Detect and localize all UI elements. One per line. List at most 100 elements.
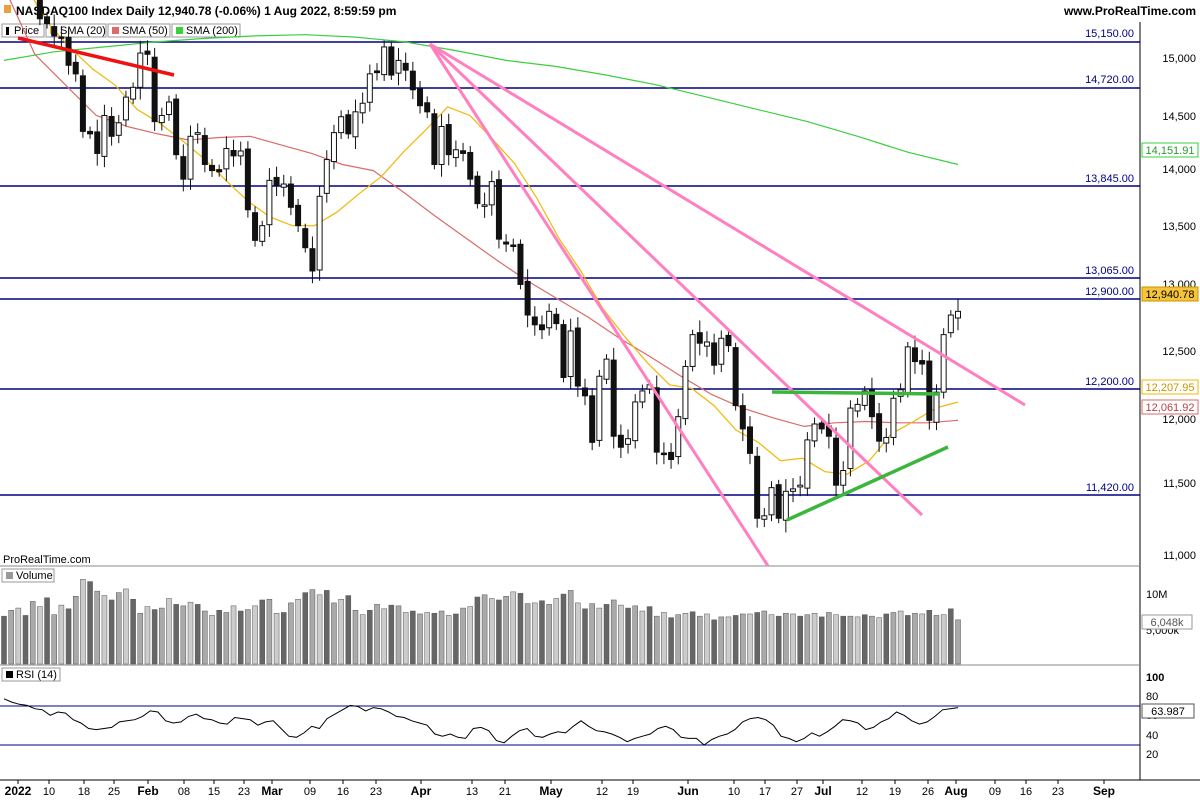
candle-body[interactable]: [36, 0, 43, 20]
candle-body[interactable]: [366, 73, 373, 103]
candle-body[interactable]: [108, 115, 115, 137]
candle-body[interactable]: [890, 397, 897, 438]
candle-body[interactable]: [732, 347, 739, 407]
candle-body[interactable]: [431, 113, 438, 165]
candle-body[interactable]: [718, 337, 725, 365]
candle-body[interactable]: [696, 332, 703, 344]
candle-body[interactable]: [216, 169, 223, 173]
candle-body[interactable]: [94, 131, 101, 154]
candle-body[interactable]: [768, 487, 775, 516]
candle-body[interactable]: [79, 75, 86, 132]
candle-body[interactable]: [323, 159, 330, 194]
candle-body[interactable]: [639, 390, 646, 403]
candle-body[interactable]: [359, 102, 366, 114]
candle-body[interactable]: [395, 59, 402, 74]
candle-body[interactable]: [488, 181, 495, 206]
candle-body[interactable]: [818, 422, 825, 430]
candle-body[interactable]: [158, 114, 165, 124]
candle-body[interactable]: [617, 434, 624, 448]
candle-body[interactable]: [503, 241, 510, 245]
candle-body[interactable]: [689, 334, 696, 367]
candle-body[interactable]: [445, 124, 452, 156]
candle-body[interactable]: [538, 324, 545, 331]
candle-body[interactable]: [517, 243, 524, 285]
candle-body[interactable]: [861, 390, 868, 406]
red-trendline[interactable]: [17, 36, 175, 77]
candle-body[interactable]: [625, 438, 632, 445]
candle-body[interactable]: [833, 437, 840, 486]
candle-body[interactable]: [101, 114, 108, 157]
candle-body[interactable]: [574, 327, 581, 387]
candle-body[interactable]: [955, 310, 961, 319]
candle-body[interactable]: [460, 150, 467, 154]
candle-body[interactable]: [725, 334, 732, 347]
candle-body[interactable]: [754, 455, 761, 519]
sma20-line[interactable]: [4, 0, 959, 475]
candle-body[interactable]: [417, 88, 424, 107]
candle-body[interactable]: [259, 225, 266, 242]
candle-body[interactable]: [467, 151, 474, 180]
green-support-line[interactable]: [771, 390, 941, 396]
candle-body[interactable]: [295, 204, 302, 227]
candle-body[interactable]: [409, 70, 416, 91]
candle-body[interactable]: [273, 176, 280, 186]
candle-body[interactable]: [180, 156, 187, 180]
candle-body[interactable]: [840, 470, 847, 486]
candle-body[interactable]: [596, 375, 603, 441]
candle-body[interactable]: [531, 316, 538, 326]
green-rising-line[interactable]: [786, 445, 949, 522]
site-url[interactable]: www.ProRealTime.com: [1063, 4, 1196, 18]
legend-volume-box[interactable]: [1, 568, 55, 583]
candle-body[interactable]: [560, 324, 567, 378]
candle-body[interactable]: [87, 130, 94, 135]
candle-body[interactable]: [660, 452, 667, 456]
candle-body[interactable]: [883, 436, 890, 444]
candle-body[interactable]: [122, 96, 129, 121]
candle-body[interactable]: [316, 195, 323, 271]
candle-body[interactable]: [373, 70, 380, 74]
candle-body[interactable]: [495, 179, 502, 240]
legend-rsi-box[interactable]: [1, 667, 61, 682]
candle-body[interactable]: [811, 423, 818, 442]
candle-body[interactable]: [653, 387, 660, 453]
candle-body[interactable]: [58, 36, 65, 39]
legend-price-box[interactable]: [1, 23, 45, 38]
candle-body[interactable]: [330, 132, 337, 163]
candle-body[interactable]: [940, 334, 947, 393]
candle-body[interactable]: [703, 341, 710, 347]
candle-body[interactable]: [209, 164, 216, 172]
candle-body[interactable]: [388, 46, 395, 76]
candle-body[interactable]: [746, 426, 753, 454]
candle-body[interactable]: [933, 391, 940, 423]
candle-body[interactable]: [481, 204, 488, 207]
candle-body[interactable]: [610, 359, 617, 437]
candle-body[interactable]: [603, 358, 610, 380]
candle-body[interactable]: [280, 183, 287, 188]
candle-body[interactable]: [338, 116, 345, 134]
candle-body[interactable]: [187, 135, 194, 180]
legend-sma200-box[interactable]: [171, 23, 241, 38]
candle-body[interactable]: [510, 244, 517, 248]
candle-body[interactable]: [868, 389, 875, 418]
pink-trendline-middle[interactable]: [428, 42, 924, 517]
candle-body[interactable]: [137, 52, 144, 88]
candle-body[interactable]: [452, 149, 459, 159]
candle-body[interactable]: [847, 407, 854, 470]
candle-body[interactable]: [51, 26, 58, 37]
candle-body[interactable]: [302, 228, 309, 249]
candle-body[interactable]: [567, 330, 574, 377]
candle-body[interactable]: [876, 413, 883, 442]
candle-body[interactable]: [438, 126, 445, 165]
candle-body[interactable]: [589, 395, 596, 443]
candle-body[interactable]: [582, 387, 589, 397]
candle-body[interactable]: [287, 183, 294, 208]
candle-body[interactable]: [790, 488, 797, 492]
candle-body[interactable]: [144, 50, 151, 55]
candle-body[interactable]: [926, 360, 933, 421]
candle-body[interactable]: [424, 102, 431, 113]
candle-body[interactable]: [237, 150, 244, 157]
candle-body[interactable]: [524, 280, 531, 316]
candle-body[interactable]: [44, 16, 51, 25]
candle-body[interactable]: [72, 61, 79, 75]
